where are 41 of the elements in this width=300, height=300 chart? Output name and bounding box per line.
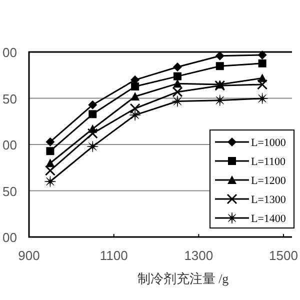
point — [173, 72, 182, 80]
point — [129, 109, 141, 121]
x-tick-label: 1100 — [100, 248, 128, 263]
text: 00 — [2, 138, 17, 152]
x-tick-label: 900 — [18, 248, 40, 263]
point — [86, 140, 98, 152]
point — [46, 147, 54, 156]
point — [216, 62, 224, 70]
text: 50 — [2, 91, 17, 106]
point — [214, 80, 226, 91]
point — [46, 137, 55, 146]
point — [46, 158, 55, 168]
point — [257, 79, 268, 90]
point — [172, 62, 182, 72]
text: 00 — [2, 230, 17, 245]
point — [130, 103, 140, 114]
point — [172, 86, 183, 98]
point — [258, 59, 266, 68]
point — [130, 92, 140, 100]
point — [256, 92, 268, 104]
legend-label: L=1100 — [251, 156, 286, 168]
point — [258, 50, 267, 60]
legend-label: L=1400 — [251, 213, 286, 225]
x-tick-label: 1500 — [269, 248, 298, 263]
point — [131, 82, 140, 90]
legend-label: L=1000 — [251, 137, 286, 149]
text: 00 — [2, 45, 17, 60]
point — [172, 96, 184, 107]
legend-label: L=1200 — [251, 175, 286, 187]
point — [215, 51, 224, 60]
point — [88, 110, 97, 118]
point — [44, 176, 56, 188]
x-axis-title: 制冷剂充注量 /g — [137, 271, 230, 286]
text: 50 — [2, 184, 17, 199]
point — [87, 128, 98, 139]
point — [172, 79, 182, 88]
point — [214, 94, 226, 106]
legend-label: L=1300 — [251, 194, 286, 206]
x-tick-label: 1300 — [184, 248, 214, 263]
point — [88, 100, 98, 110]
point — [44, 165, 56, 176]
